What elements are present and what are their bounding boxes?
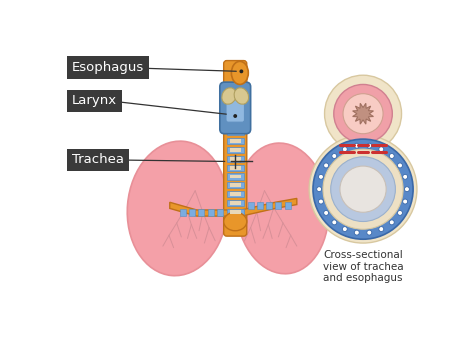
Circle shape: [317, 187, 322, 192]
Polygon shape: [353, 103, 374, 124]
Circle shape: [398, 211, 402, 215]
Circle shape: [313, 139, 413, 239]
FancyBboxPatch shape: [227, 191, 244, 197]
Circle shape: [342, 147, 347, 152]
FancyBboxPatch shape: [346, 143, 380, 160]
Circle shape: [403, 174, 408, 179]
Circle shape: [404, 187, 410, 192]
FancyBboxPatch shape: [266, 202, 272, 209]
FancyBboxPatch shape: [227, 147, 244, 153]
Circle shape: [319, 174, 323, 179]
Circle shape: [355, 143, 359, 148]
Circle shape: [332, 153, 337, 159]
FancyBboxPatch shape: [227, 209, 244, 215]
Text: Trachea: Trachea: [72, 153, 124, 166]
Ellipse shape: [224, 212, 247, 231]
Circle shape: [332, 220, 337, 225]
Circle shape: [331, 157, 395, 221]
Circle shape: [403, 199, 408, 204]
Ellipse shape: [231, 62, 248, 84]
Circle shape: [334, 84, 392, 143]
FancyBboxPatch shape: [220, 82, 251, 134]
Circle shape: [398, 163, 402, 168]
FancyBboxPatch shape: [275, 202, 282, 209]
FancyBboxPatch shape: [227, 182, 244, 188]
Circle shape: [389, 153, 394, 159]
FancyBboxPatch shape: [180, 209, 186, 216]
FancyBboxPatch shape: [230, 148, 241, 152]
Polygon shape: [241, 198, 297, 216]
Circle shape: [324, 163, 328, 168]
FancyBboxPatch shape: [217, 209, 223, 216]
FancyBboxPatch shape: [227, 165, 244, 171]
Text: Cross-sectional
view of trachea
and esophagus: Cross-sectional view of trachea and esop…: [323, 250, 404, 283]
Text: Larynx: Larynx: [72, 94, 117, 107]
FancyBboxPatch shape: [227, 129, 244, 135]
Circle shape: [324, 211, 328, 215]
FancyBboxPatch shape: [284, 202, 291, 209]
FancyBboxPatch shape: [230, 166, 241, 170]
FancyBboxPatch shape: [230, 174, 241, 178]
Ellipse shape: [222, 88, 237, 104]
FancyBboxPatch shape: [227, 156, 244, 162]
Ellipse shape: [234, 88, 249, 104]
Circle shape: [343, 94, 383, 134]
FancyBboxPatch shape: [189, 209, 195, 216]
FancyBboxPatch shape: [230, 192, 241, 196]
Circle shape: [319, 199, 323, 204]
FancyBboxPatch shape: [230, 201, 241, 205]
Circle shape: [367, 143, 372, 148]
FancyBboxPatch shape: [247, 202, 254, 209]
Circle shape: [355, 230, 359, 235]
FancyBboxPatch shape: [227, 200, 244, 206]
Ellipse shape: [128, 141, 228, 276]
Circle shape: [389, 220, 394, 225]
FancyBboxPatch shape: [208, 209, 214, 216]
FancyBboxPatch shape: [230, 184, 241, 187]
Polygon shape: [170, 202, 229, 216]
FancyBboxPatch shape: [230, 210, 241, 214]
Circle shape: [309, 135, 417, 243]
Circle shape: [340, 166, 386, 212]
FancyBboxPatch shape: [198, 209, 204, 216]
FancyBboxPatch shape: [226, 91, 245, 122]
Circle shape: [325, 75, 401, 152]
FancyBboxPatch shape: [230, 139, 241, 143]
FancyBboxPatch shape: [230, 130, 241, 134]
FancyBboxPatch shape: [227, 173, 244, 179]
Circle shape: [379, 147, 384, 152]
Circle shape: [323, 149, 403, 229]
Circle shape: [342, 227, 347, 232]
FancyBboxPatch shape: [224, 61, 247, 236]
Circle shape: [239, 69, 243, 73]
Text: Esophagus: Esophagus: [72, 61, 144, 74]
FancyBboxPatch shape: [257, 202, 263, 209]
Ellipse shape: [236, 143, 328, 274]
Circle shape: [233, 114, 237, 118]
Circle shape: [379, 227, 384, 232]
FancyBboxPatch shape: [230, 157, 241, 161]
FancyBboxPatch shape: [227, 138, 244, 144]
Circle shape: [367, 230, 372, 235]
